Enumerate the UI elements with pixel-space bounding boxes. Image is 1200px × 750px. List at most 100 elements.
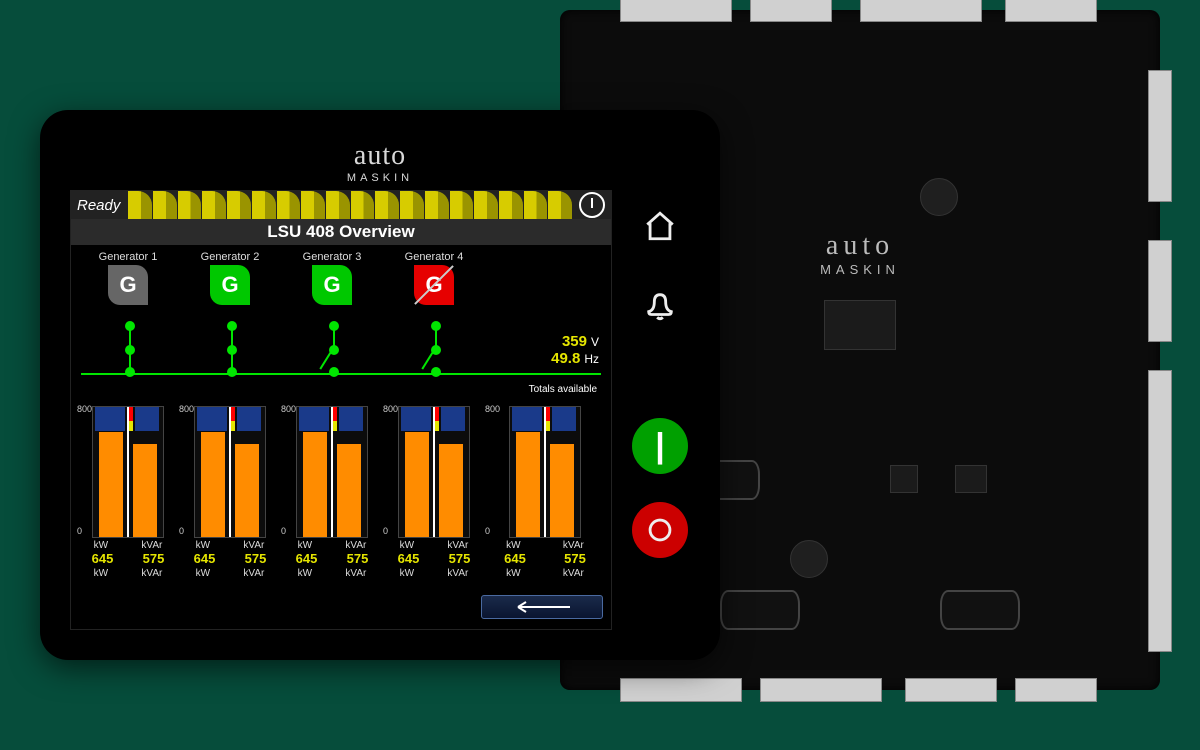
- generator-1[interactable]: Generator 1 G: [77, 251, 179, 323]
- status-label: Ready: [71, 197, 128, 214]
- kw-value: 645: [194, 551, 216, 566]
- kw-value: 645: [504, 551, 526, 566]
- generator-label: Generator 1: [77, 251, 179, 263]
- generator-icon: G: [210, 265, 250, 305]
- pcb-brand: auto MASKIN: [820, 230, 900, 277]
- bar-group-4: 800 0 kWkVAr 645575 kWkVAr: [383, 400, 485, 593]
- breaker-3: [333, 323, 335, 347]
- bar-chart: [92, 406, 164, 538]
- generator-label: Generator 3: [281, 251, 383, 263]
- bar-group-totals: Totals available 800 0 kWkVAr 645575 kWk…: [485, 400, 605, 593]
- bar-chart: [398, 406, 470, 538]
- dsub-connector: [720, 590, 800, 630]
- home-icon: [643, 209, 677, 243]
- brand-line1: auto: [347, 140, 413, 172]
- start-button[interactable]: |: [632, 418, 688, 474]
- generator-3[interactable]: Generator 3G: [281, 251, 383, 323]
- page-title: LSU 408 Overview: [71, 219, 611, 245]
- back-arrow-icon: [512, 601, 572, 613]
- overview-area: Generator 1GGenerator 2GGenerator 3GGene…: [71, 245, 611, 623]
- kw-label: kW: [196, 540, 210, 551]
- terminal-block: [1148, 370, 1172, 652]
- back-button[interactable]: [481, 595, 603, 619]
- kw-label: kW: [506, 540, 520, 551]
- bar-group-2: 800 0 kWkVAr 645575 kWkVAr: [179, 400, 281, 593]
- generator-icon: G: [414, 265, 454, 305]
- kw-label: kW: [400, 540, 414, 551]
- bus-line: [81, 373, 601, 375]
- terminal-block: [750, 0, 832, 22]
- kw-bar: [99, 432, 123, 537]
- kvar-bar: [235, 444, 259, 537]
- pcb-display-window: [824, 300, 896, 350]
- bar-chart: [296, 406, 368, 538]
- frequency-unit: Hz: [584, 352, 599, 366]
- kw-bar: [516, 432, 540, 537]
- voltage-value: 359: [541, 333, 587, 350]
- bar-chart-row: 800 0 kWkVAr 645575 kWkVAr 800 0 kWkVAr …: [77, 400, 605, 593]
- breaker-4: [435, 323, 437, 347]
- terminal-block: [1005, 0, 1097, 22]
- kw-bar: [303, 432, 327, 537]
- breaker-1: [129, 323, 131, 373]
- status-bar: Ready: [71, 191, 611, 219]
- stop-button[interactable]: [632, 502, 688, 558]
- voltage-unit: V: [591, 335, 599, 349]
- kvar-label: kVAr: [345, 540, 366, 551]
- ethernet-port: [955, 465, 987, 493]
- generator-4[interactable]: Generator 4G: [383, 251, 485, 323]
- frequency-value: 49.8: [534, 350, 580, 367]
- alarm-bell-icon: [643, 289, 677, 323]
- pcb-brand-line1: auto: [820, 230, 900, 262]
- kvar-bar: [550, 444, 574, 537]
- pcb-brand-line2: MASKIN: [820, 262, 900, 277]
- kvar-label: kVAr: [141, 540, 162, 551]
- power-icon[interactable]: [579, 192, 605, 218]
- usb-port: [890, 465, 918, 493]
- terminal-block: [1015, 678, 1097, 702]
- generator-icon: G: [108, 265, 148, 305]
- kw-bar: [201, 432, 225, 537]
- bar-group-1: 800 0 kWkVAr 645575 kWkVAr: [77, 400, 179, 593]
- alarm-button[interactable]: [634, 280, 686, 332]
- kw-value: 645: [296, 551, 318, 566]
- terminal-block: [760, 678, 882, 702]
- kvar-bar: [133, 444, 157, 537]
- dsub-connector: [940, 590, 1020, 630]
- hmi-screen: Ready LSU 408 Overview Generator 1GGener…: [70, 190, 612, 630]
- bar-chart: [194, 406, 266, 538]
- brand-line2: MASKIN: [347, 172, 413, 184]
- terminal-block: [1148, 240, 1172, 342]
- kvar-label: kVAr: [243, 540, 264, 551]
- kw-label: kW: [298, 540, 312, 551]
- generator-row: Generator 1GGenerator 2GGenerator 3GGene…: [77, 251, 605, 323]
- breaker-2: [231, 323, 233, 373]
- stop-ring-icon: [643, 513, 677, 547]
- bus-diagram: [71, 323, 611, 393]
- terminal-block: [620, 678, 742, 702]
- terminal-block: [860, 0, 982, 22]
- side-button-column: |: [630, 200, 690, 558]
- terminal-block: [620, 0, 732, 22]
- kvar-value: 575: [245, 551, 267, 566]
- bus-readout: 359 V 49.8 Hz: [534, 333, 599, 367]
- kvar-label: kVAr: [447, 540, 468, 551]
- kvar-bar: [337, 444, 361, 537]
- home-button[interactable]: [634, 200, 686, 252]
- terminal-block: [905, 678, 997, 702]
- pcb-standoff: [790, 540, 828, 578]
- kw-label: kW: [94, 540, 108, 551]
- panel-brand: auto MASKIN: [347, 140, 413, 184]
- status-swoosh: [128, 191, 573, 219]
- totals-title: Totals available: [529, 384, 597, 395]
- generator-2[interactable]: Generator 2 G: [179, 251, 281, 323]
- terminal-block: [1148, 70, 1172, 202]
- bar-chart: [509, 406, 581, 538]
- kw-value: 645: [398, 551, 420, 566]
- kvar-bar: [439, 444, 463, 537]
- pcb-standoff: [920, 178, 958, 216]
- bar-group-3: 800 0 kWkVAr 645575 kWkVAr: [281, 400, 383, 593]
- kw-value: 645: [92, 551, 114, 566]
- hmi-panel: auto MASKIN | Ready LSU 408 Overview Gen…: [40, 110, 720, 660]
- generator-label: Generator 2: [179, 251, 281, 263]
